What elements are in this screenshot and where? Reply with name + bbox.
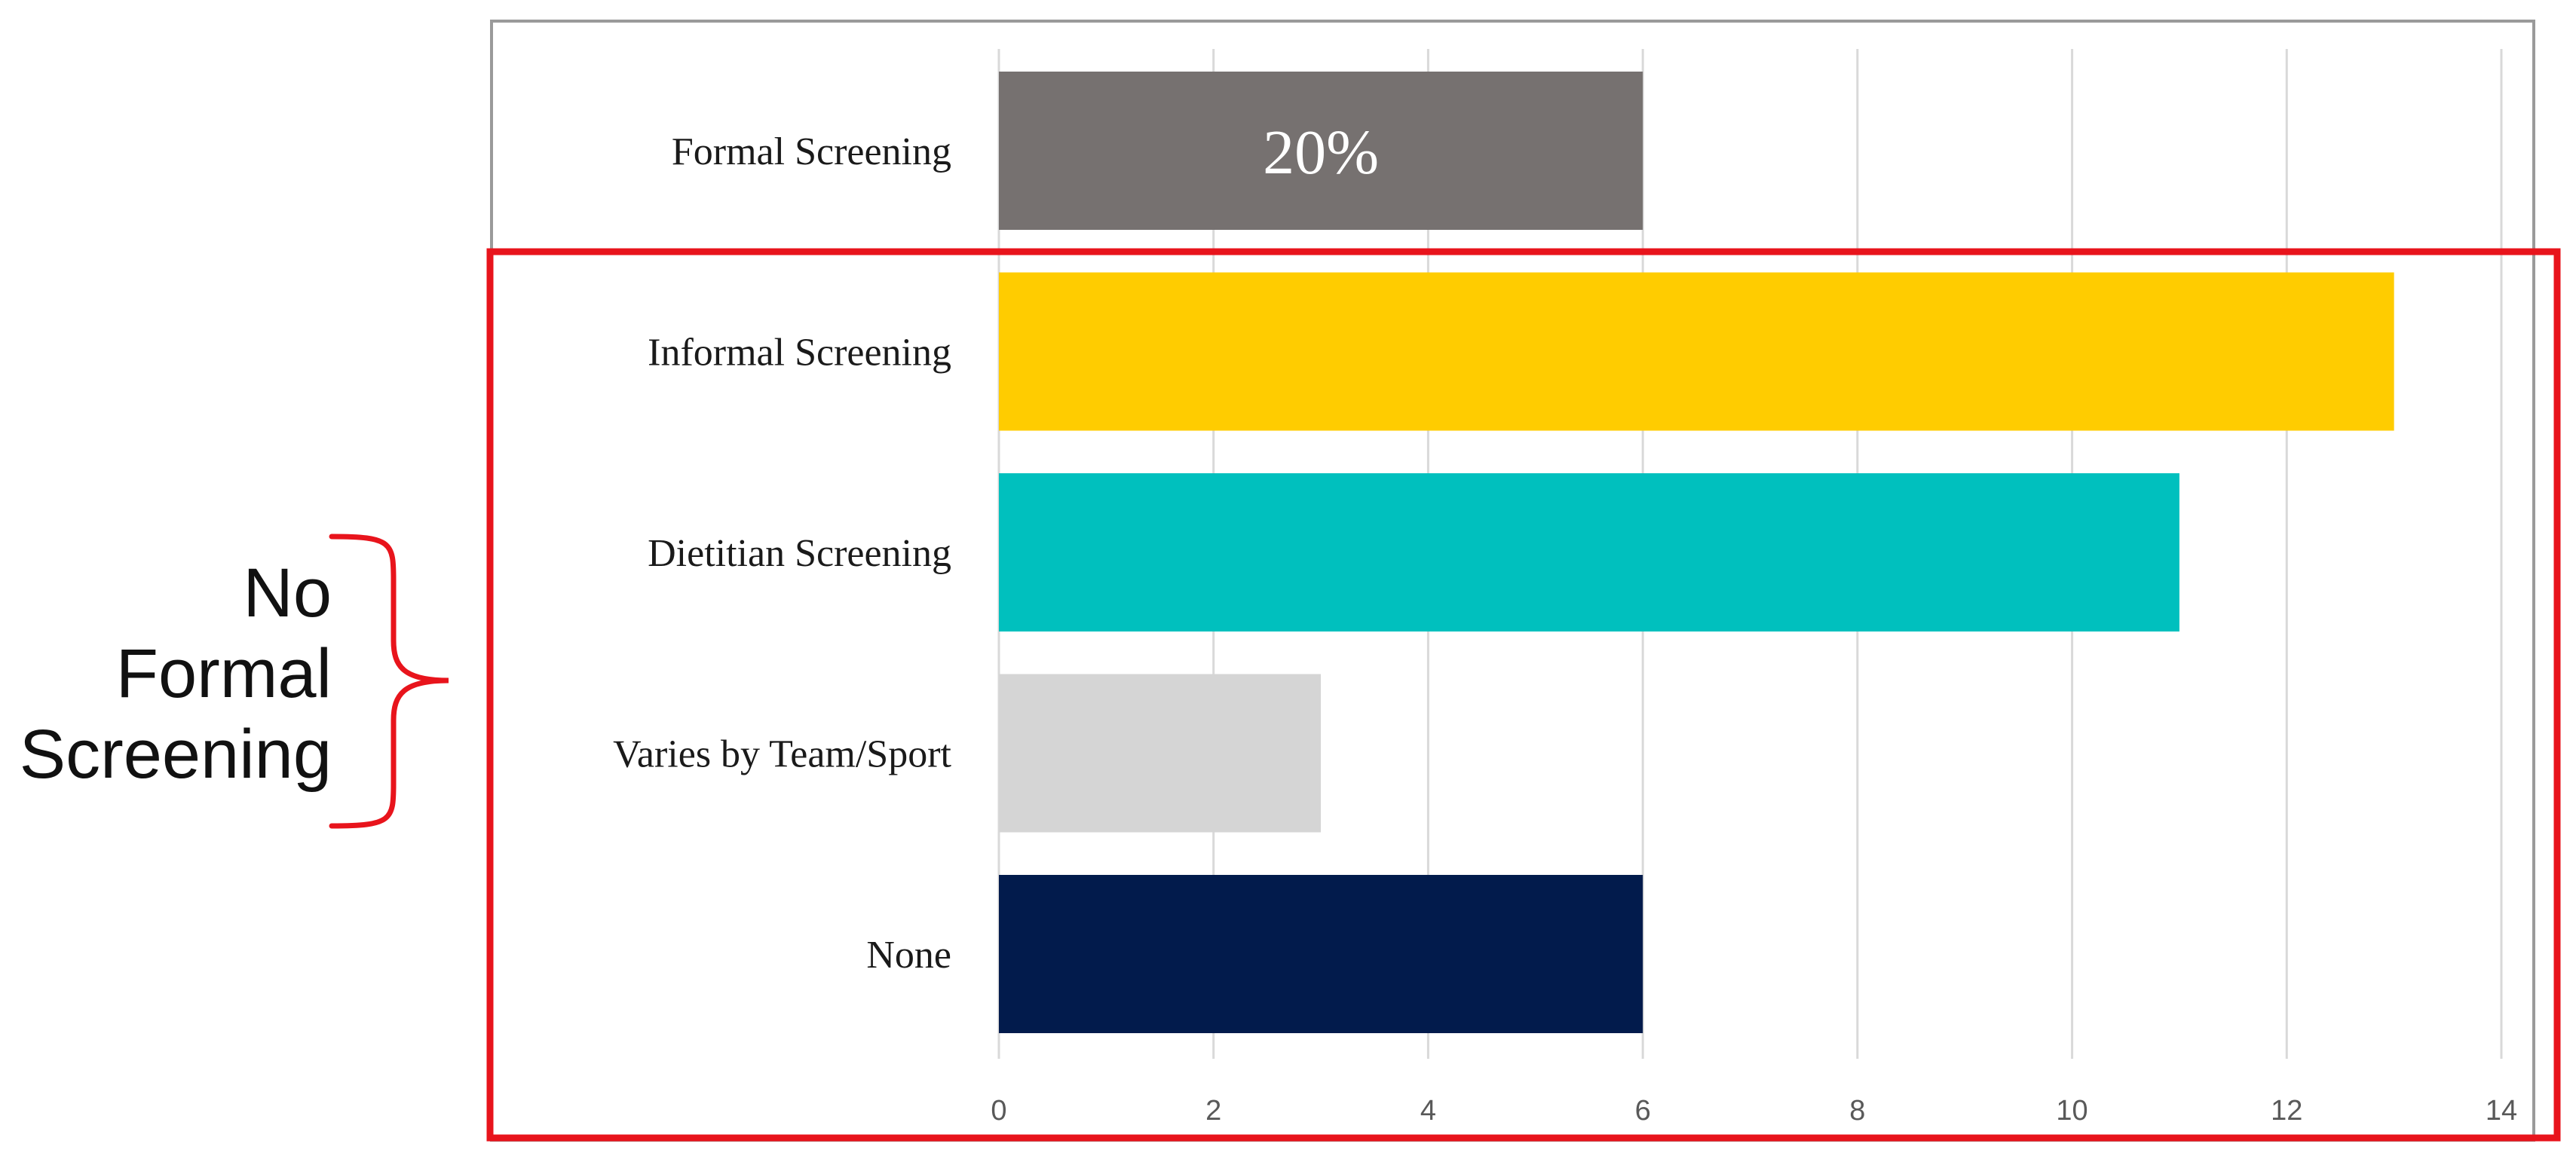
category-labels: Formal Screening Informal Screening Dietit…	[613, 130, 951, 977]
x-tick-label-0: 0	[991, 1095, 1006, 1127]
x-tick-label-14: 14	[2486, 1095, 2517, 1127]
category-label-dietitian-screening: Dietitian Screening	[648, 532, 951, 575]
curly-bracket	[329, 534, 449, 829]
annotation-line-1: No	[243, 555, 332, 631]
annotation-line-3: Screening	[20, 716, 332, 793]
category-label-informal-screening: Informal Screening	[648, 332, 951, 375]
x-tick-label-12: 12	[2271, 1095, 2302, 1127]
bars	[999, 72, 2394, 1033]
bar-informal-screening	[999, 272, 2394, 431]
category-label-formal-screening: Formal Screening	[672, 130, 951, 173]
x-tick-label-2: 2	[1205, 1095, 1221, 1127]
x-tick-label-8: 8	[1849, 1095, 1865, 1127]
data-label-formal-screening: 20%	[1263, 118, 1379, 188]
bar-formal-screening	[999, 72, 1643, 230]
category-label-varies-by-team-sport: Varies by Team/Sport	[613, 733, 951, 776]
annotation-line-2: Formal	[116, 635, 332, 712]
x-tick-label-10: 10	[2056, 1095, 2087, 1127]
bar-none	[999, 875, 1643, 1033]
x-axis-ticks: 0 2 4 6 8 10 12 14	[991, 1095, 2517, 1127]
bar-dietitian-screening	[999, 473, 2179, 631]
x-tick-label-4: 4	[1420, 1095, 1436, 1127]
bar-varies-by-team-sport	[999, 674, 1322, 833]
no-formal-screening-box	[486, 248, 2561, 1142]
category-label-none: None	[866, 934, 951, 977]
x-tick-label-6: 6	[1635, 1095, 1651, 1127]
data-labels: 20%	[1263, 118, 1379, 188]
